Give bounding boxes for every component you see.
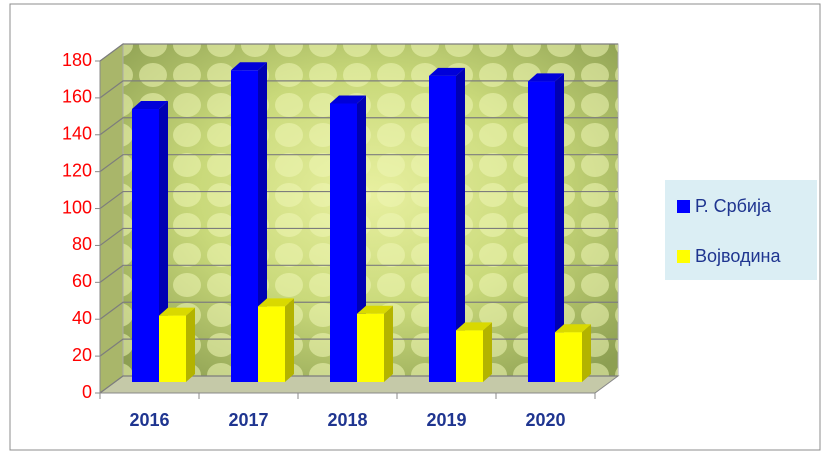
x-tick-label: 2019: [426, 410, 466, 430]
bar-side: [483, 322, 492, 382]
y-tick-label: 80: [72, 234, 92, 254]
bar-top: [132, 101, 168, 110]
y-tick-label: 60: [72, 271, 92, 291]
y-tick-label: 120: [62, 160, 92, 180]
bar-side: [384, 305, 393, 382]
bar: [231, 70, 258, 383]
bar-side: [285, 298, 294, 382]
grid-line: [99, 43, 618, 62]
y-tick-label: 100: [62, 197, 92, 217]
bar-side: [186, 307, 195, 382]
bar-top: [258, 298, 294, 307]
bar: [429, 75, 456, 383]
legend-box: [665, 180, 817, 280]
bar: [357, 313, 384, 382]
x-tick-label: 2016: [129, 410, 169, 430]
y-tick-label: 180: [62, 50, 92, 70]
legend-label: Р. Србија: [695, 196, 772, 216]
x-tick-label: 2020: [525, 410, 565, 430]
y-tick-label: 40: [72, 308, 92, 328]
bar-top: [456, 322, 492, 331]
y-tick-label: 140: [62, 124, 92, 144]
legend-swatch: [677, 200, 690, 213]
bar-side: [582, 324, 591, 382]
y-tick-label: 20: [72, 345, 92, 365]
bar-top: [231, 62, 267, 71]
x-tick-label: 2017: [228, 410, 268, 430]
bar: [132, 109, 159, 383]
bar-top: [555, 324, 591, 333]
bar: [330, 103, 357, 382]
bar: [456, 330, 483, 382]
bar-top: [357, 305, 393, 314]
bar: [528, 81, 555, 382]
bar-top: [429, 67, 465, 76]
x-tick-label: 2018: [327, 410, 367, 430]
bar: [258, 306, 285, 382]
bar-top: [159, 307, 195, 316]
bar-side: [456, 67, 465, 383]
y-tick-label: 0: [82, 382, 92, 402]
y-tick-label: 160: [62, 87, 92, 107]
bar-top: [528, 73, 564, 82]
bar: [555, 332, 582, 382]
legend-swatch: [677, 250, 690, 263]
bar: [159, 315, 186, 382]
bar-top: [330, 95, 366, 104]
side-wall: [99, 43, 124, 394]
legend-label: Војводина: [695, 246, 781, 266]
bar-side: [555, 73, 564, 382]
